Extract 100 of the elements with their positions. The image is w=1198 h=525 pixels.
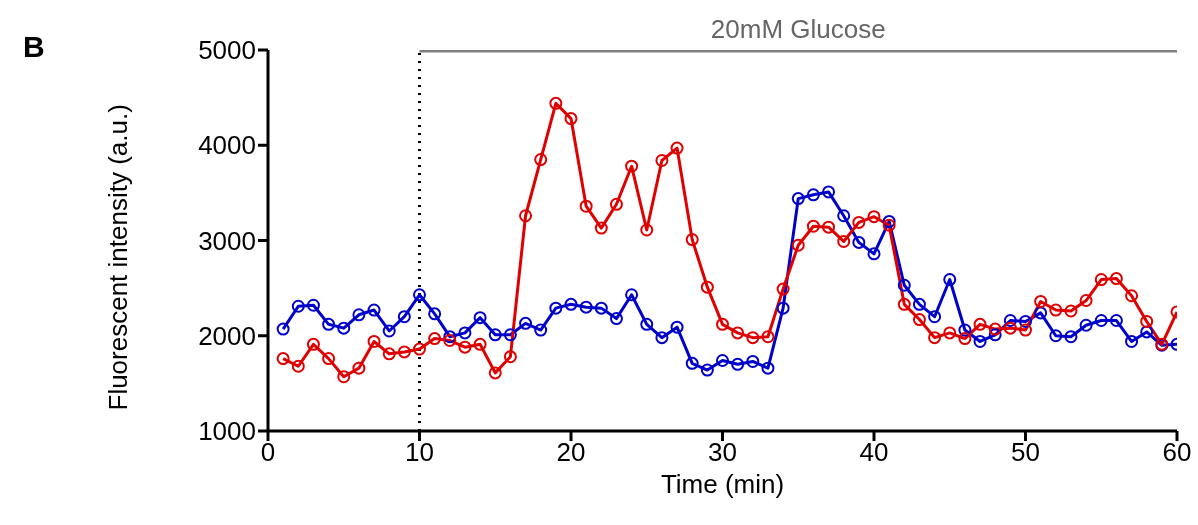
point (352, 308, 366, 322)
y-tick-label: 4000 (198, 130, 256, 161)
point (852, 215, 866, 229)
point (867, 247, 881, 261)
x-tick-label: 20 (556, 437, 586, 468)
point (731, 326, 745, 340)
point (912, 297, 926, 311)
point (867, 210, 881, 224)
point (291, 299, 305, 313)
point (716, 317, 729, 331)
point (594, 301, 608, 315)
point (655, 153, 669, 167)
point (897, 297, 911, 311)
point (413, 342, 426, 356)
point (761, 330, 775, 344)
point (443, 334, 457, 348)
point (579, 199, 593, 213)
point (912, 313, 926, 327)
point (1019, 323, 1032, 337)
point (322, 352, 336, 366)
point (382, 347, 396, 361)
point (625, 288, 639, 302)
point (822, 220, 836, 234)
point (352, 361, 366, 375)
point (473, 337, 487, 351)
point (564, 297, 578, 311)
point (1034, 306, 1048, 320)
point (579, 300, 593, 314)
point (564, 112, 578, 126)
y-tick-label: 3000 (198, 225, 256, 256)
point (337, 321, 351, 335)
point (1125, 289, 1139, 303)
point (306, 298, 320, 312)
point (397, 310, 411, 324)
point (700, 280, 714, 294)
point (488, 366, 502, 380)
point (1064, 304, 1078, 318)
point (519, 316, 533, 330)
point (1003, 314, 1017, 328)
x-tick-label: 10 (405, 437, 434, 468)
point (519, 209, 533, 223)
point (943, 326, 957, 340)
point (1079, 318, 1093, 332)
point (428, 332, 442, 346)
point (1094, 314, 1108, 328)
point (897, 278, 911, 292)
point (776, 301, 790, 315)
point (640, 223, 654, 237)
point (367, 303, 381, 317)
point (746, 331, 760, 345)
point (685, 356, 699, 370)
point (322, 317, 336, 331)
point (473, 311, 487, 325)
point (791, 238, 805, 252)
point (837, 209, 851, 223)
point (594, 221, 608, 235)
point (1140, 325, 1154, 339)
x-tick-label: 50 (1011, 437, 1040, 468)
point (534, 153, 548, 167)
y-tick-label: 2000 (198, 320, 256, 351)
point (958, 332, 972, 346)
point (837, 234, 851, 248)
point (1034, 294, 1048, 308)
point (428, 307, 442, 321)
point (640, 317, 654, 331)
point (988, 328, 1002, 342)
y-axis-title: Fluorescent intensity (a.u.) (103, 104, 134, 411)
point (988, 322, 1002, 336)
point (973, 317, 987, 331)
point (685, 233, 699, 247)
x-tick-label: 30 (708, 437, 737, 468)
point (958, 323, 972, 337)
point (746, 354, 760, 368)
point (367, 334, 381, 348)
point (1019, 314, 1032, 328)
point (609, 312, 623, 326)
point (731, 357, 745, 371)
point (1094, 273, 1108, 287)
point (1109, 272, 1123, 286)
point (549, 301, 563, 315)
x-tick-label: 40 (859, 437, 889, 468)
point (943, 273, 957, 287)
point (1049, 303, 1063, 317)
point (1125, 334, 1139, 348)
text: B (23, 30, 45, 64)
point (791, 192, 805, 206)
point (276, 322, 290, 336)
point (1109, 314, 1123, 328)
point (670, 141, 684, 155)
point (276, 352, 290, 366)
point (443, 330, 457, 344)
point (488, 328, 502, 342)
point (928, 331, 942, 345)
point (670, 320, 684, 334)
point (337, 370, 351, 384)
point (397, 345, 411, 359)
point (776, 282, 790, 296)
point (761, 361, 775, 375)
x-tick-label: 60 (1162, 437, 1192, 468)
y-tick-label: 1000 (198, 416, 256, 447)
